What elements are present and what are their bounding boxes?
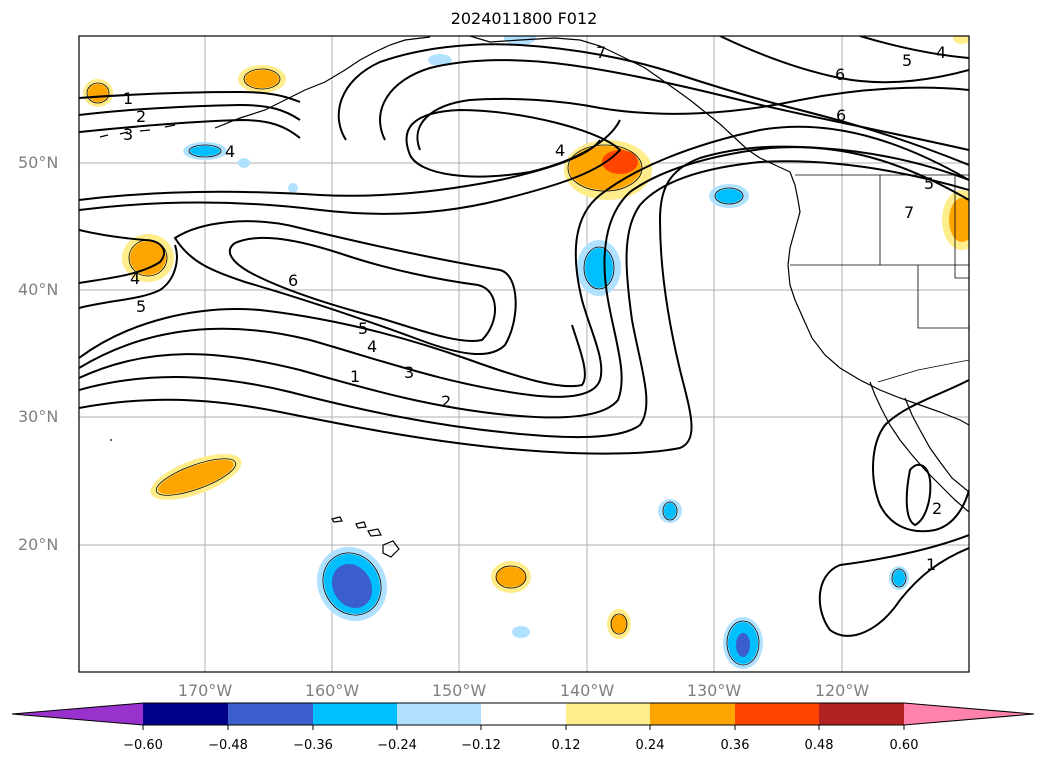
contour-label: 4 xyxy=(225,142,235,161)
colorbar-segment xyxy=(228,703,313,725)
colorbar-tick-label: −0.48 xyxy=(208,738,248,753)
colorbar-tick-label: −0.24 xyxy=(377,738,417,753)
plot-frame xyxy=(78,35,970,673)
lon-label-120w: 120°W xyxy=(814,681,870,700)
contour-label: 5 xyxy=(358,319,368,338)
colorbar-segment xyxy=(397,703,481,725)
contour-label: 2 xyxy=(932,499,942,518)
contour-label: 6 xyxy=(836,106,846,125)
anomaly-patch xyxy=(949,198,969,242)
anomaly-patch xyxy=(238,158,250,168)
anomaly-patch xyxy=(88,84,108,102)
lat-label-50n: 50°N xyxy=(18,153,59,172)
colorbar-tick-label: 0.24 xyxy=(635,738,665,753)
colorbar-segment xyxy=(481,703,566,725)
colorbar-segment xyxy=(143,703,228,725)
contour-label: 4 xyxy=(130,269,140,288)
anomaly-patch xyxy=(331,563,373,609)
colorbar-segment xyxy=(819,703,904,725)
colorbar-segment xyxy=(650,703,735,725)
anomaly-patch xyxy=(428,54,452,66)
anomaly-patch xyxy=(736,633,750,657)
colorbar-right-extend xyxy=(904,703,1034,725)
lat-label-40n: 40°N xyxy=(18,280,59,299)
colorbar-tick-label: 0.12 xyxy=(551,738,581,753)
contour-label: 2 xyxy=(441,392,451,411)
contour-label: 4 xyxy=(936,43,946,62)
anomaly-patch xyxy=(245,70,279,88)
plot-title: 2024011800 F012 xyxy=(450,9,598,28)
colorbar-tick-label: 0.48 xyxy=(804,738,834,753)
contour-label: 3 xyxy=(404,363,414,382)
anomaly-patch xyxy=(893,570,905,586)
contour-label: 4 xyxy=(367,337,377,356)
anomaly-patch xyxy=(288,183,298,193)
contour-label: 6 xyxy=(288,271,298,290)
lon-label-140w: 140°W xyxy=(559,681,615,700)
colorbar-tick-label: −0.12 xyxy=(461,738,501,753)
contour-label: 7 xyxy=(904,203,914,222)
anomaly-patch xyxy=(158,459,234,495)
colorbar xyxy=(11,702,1035,730)
anomaly-patch xyxy=(611,615,627,633)
anomaly-patch xyxy=(585,248,613,288)
colorbar-tick-label: 0.60 xyxy=(889,738,919,753)
contour-label: 6 xyxy=(835,65,845,84)
contour-label: 2 xyxy=(136,107,146,126)
lon-label-130w: 130°W xyxy=(686,681,742,700)
anomaly-patch xyxy=(953,36,969,44)
colorbar-segment xyxy=(735,703,819,725)
lon-label-150w: 150°W xyxy=(431,681,487,700)
anomaly-patch xyxy=(190,146,220,156)
colorbar-segment xyxy=(566,703,650,725)
contour-label: 5 xyxy=(924,174,934,193)
contour-label: 1 xyxy=(926,555,936,574)
contour-lines xyxy=(79,36,969,637)
anomaly-patch xyxy=(716,189,742,203)
colorbar-segment xyxy=(313,703,397,725)
contour-label: 5 xyxy=(902,51,912,70)
anomaly-patch xyxy=(602,150,638,174)
anomaly-patch xyxy=(496,567,526,587)
contour-label: 3 xyxy=(123,125,133,144)
contour-label: 5 xyxy=(136,297,146,316)
contour-label: 4 xyxy=(555,141,565,160)
contour-label: 7 xyxy=(596,43,606,62)
lon-label-160w: 160°W xyxy=(304,681,360,700)
anomaly-patch xyxy=(504,36,536,45)
colorbar-left-extend xyxy=(12,703,143,725)
hawaii-islands xyxy=(110,439,400,558)
colorbar-tick-label: 0.36 xyxy=(720,738,750,753)
anomaly-patch xyxy=(664,503,676,519)
anomaly-patch xyxy=(130,241,166,275)
contour-labels: 1 2 3 4 4 5 6 5 4 3 1 2 4 7 6 6 5 4 5 7 … xyxy=(123,43,946,574)
lat-label-30n: 30°N xyxy=(18,407,59,426)
lat-label-20n: 20°N xyxy=(18,535,59,554)
anomaly-patch xyxy=(512,626,530,638)
contour-label: 1 xyxy=(350,367,360,386)
colorbar-tick-label: −0.36 xyxy=(293,738,333,753)
contour-label: 1 xyxy=(123,89,133,108)
colorbar-tick-label: −0.60 xyxy=(123,738,163,753)
lon-label-170w: 170°W xyxy=(177,681,233,700)
